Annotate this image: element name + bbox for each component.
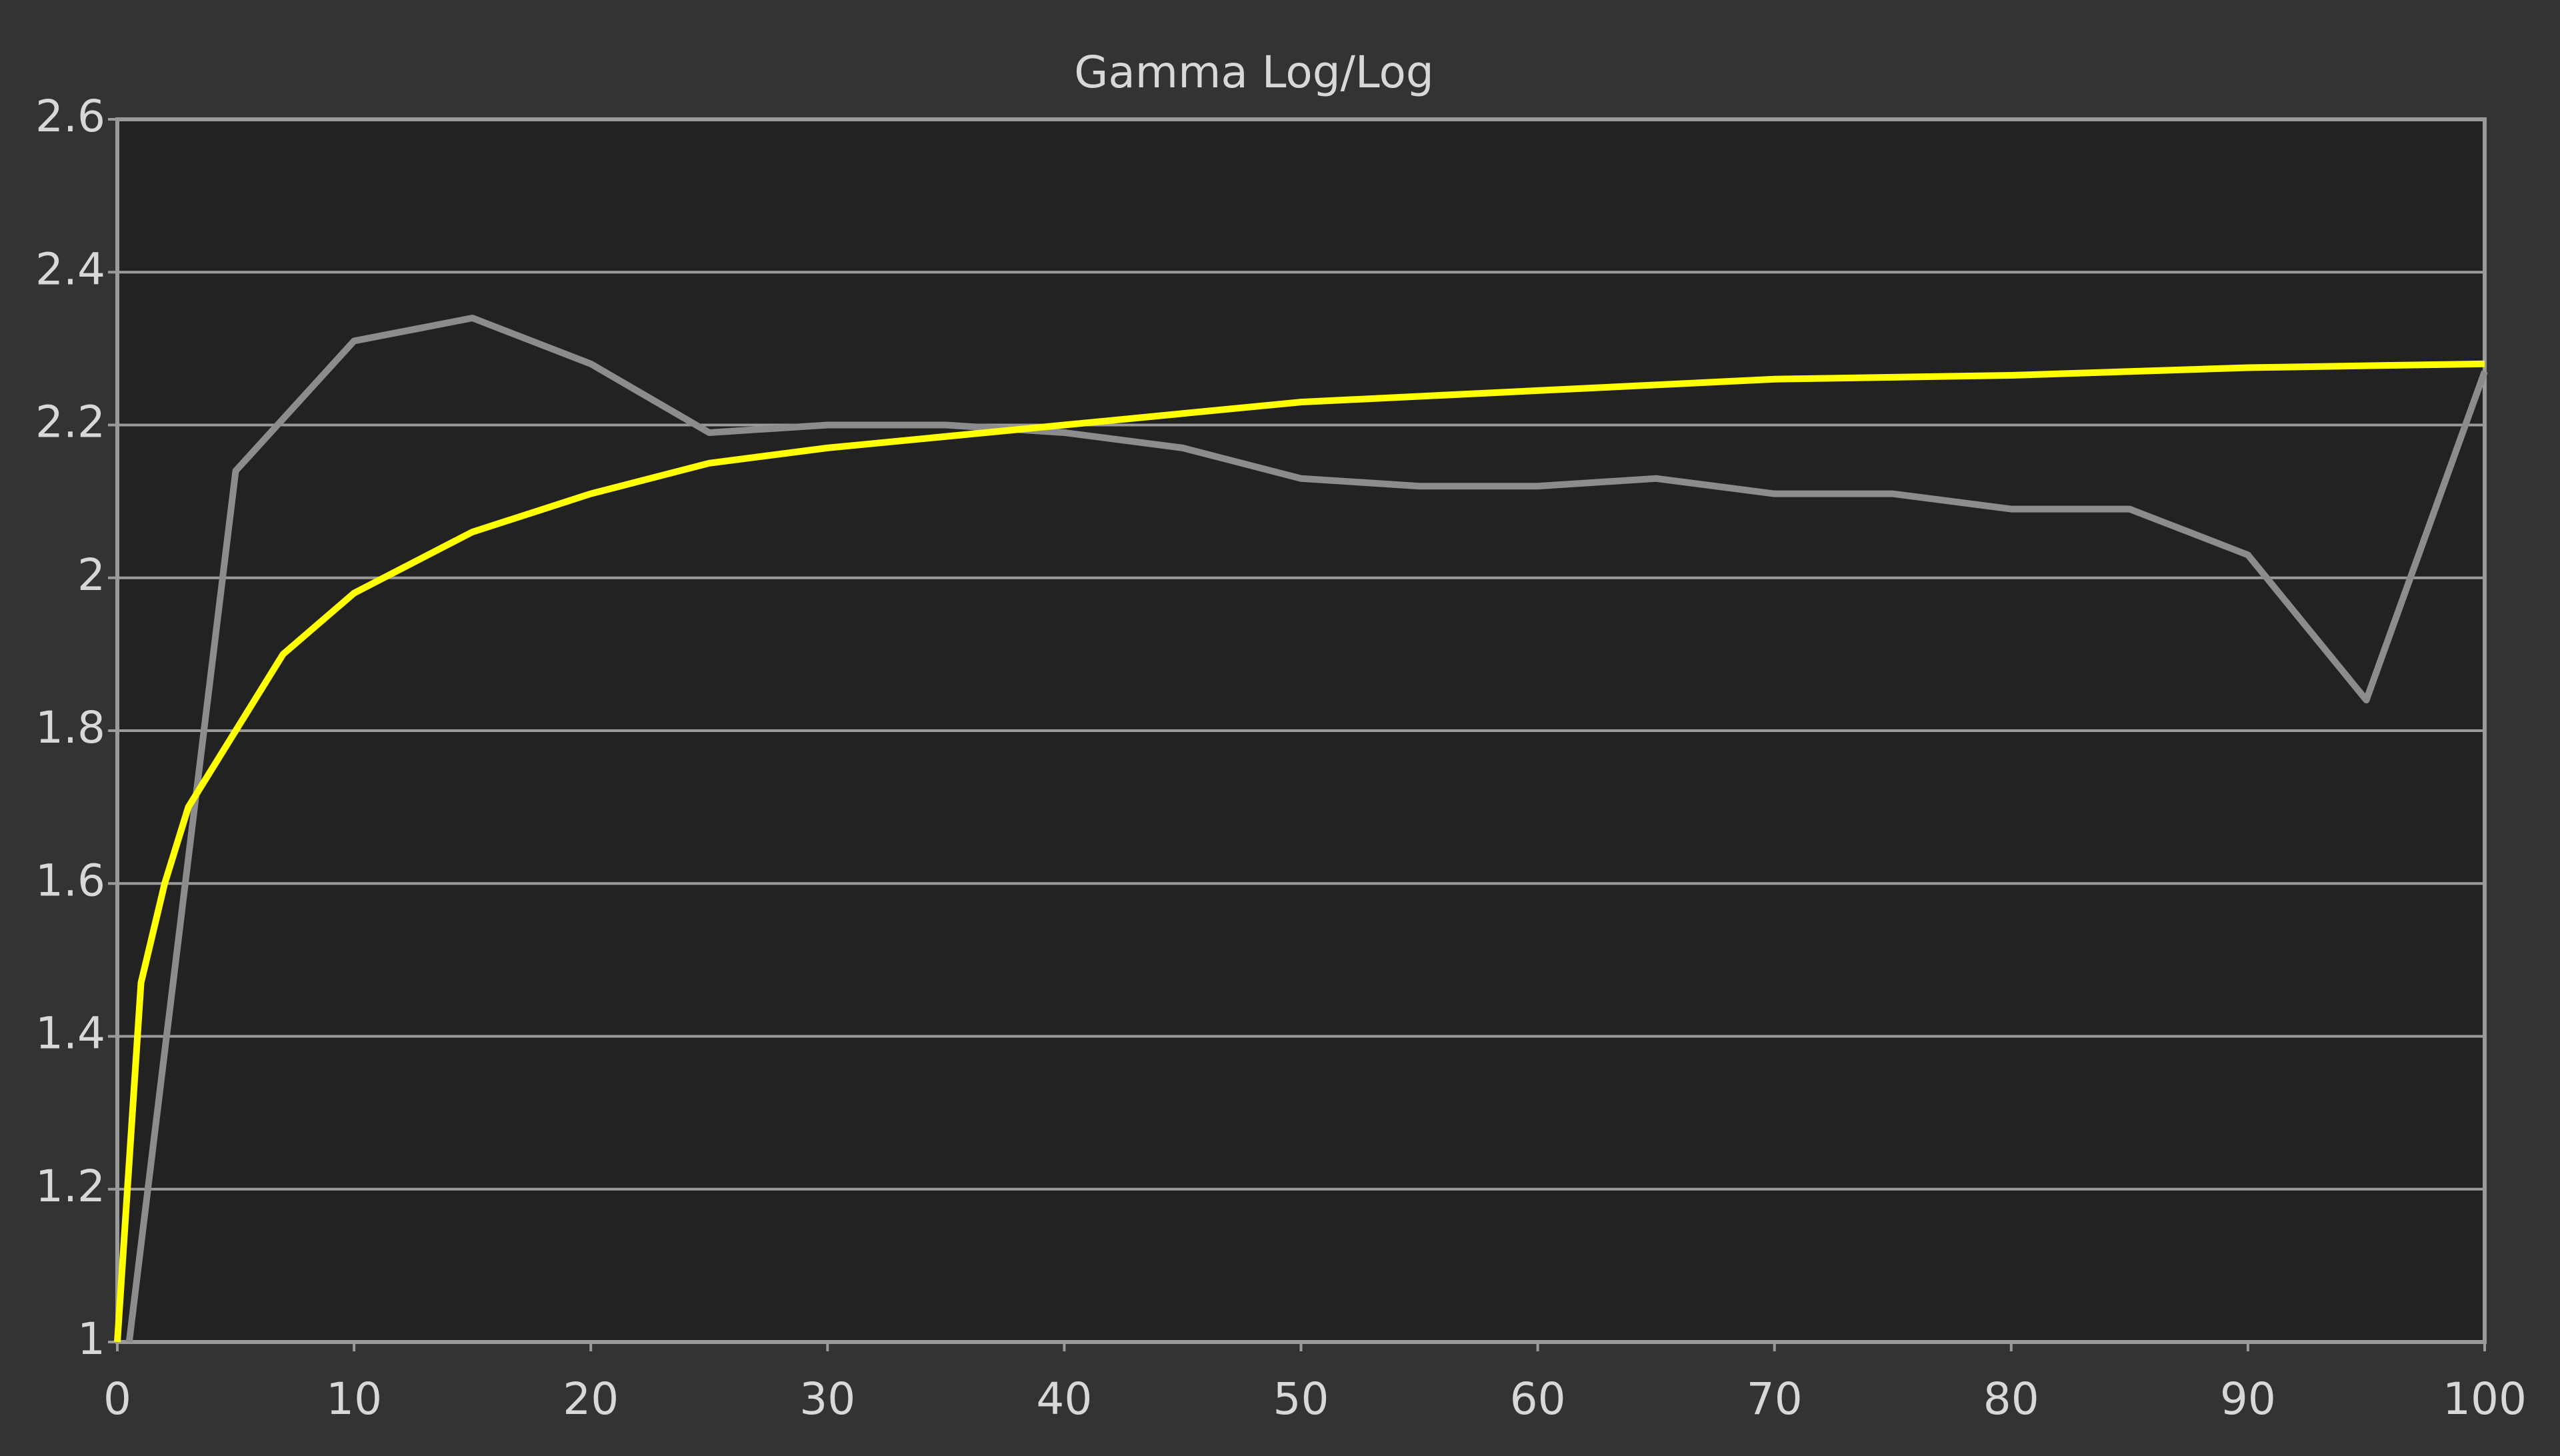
- x-tick-label: 40: [1036, 1373, 1092, 1425]
- plot-border: [115, 117, 2487, 1344]
- y-tick-label: 1.6: [35, 855, 105, 906]
- series-line: [125, 315, 2488, 1343]
- series-line: [114, 360, 2485, 1343]
- y-tick-label: 1.4: [35, 1008, 105, 1059]
- x-tick-label: 20: [563, 1373, 619, 1425]
- x-tick-label: 50: [1273, 1373, 1329, 1425]
- x-tick-label: 70: [1747, 1373, 1803, 1425]
- x-tick-label: 10: [326, 1373, 382, 1425]
- x-tick-label: 30: [799, 1373, 855, 1425]
- y-tick-label: 2.6: [35, 91, 105, 142]
- x-tick-label: 100: [2443, 1373, 2527, 1425]
- y-tick-label: 2.4: [35, 243, 105, 295]
- y-tick-label: 2: [77, 549, 105, 601]
- y-tick-label: 2.2: [35, 397, 105, 448]
- x-tick-label: 80: [1983, 1373, 2039, 1425]
- x-tick-label: 0: [103, 1373, 131, 1425]
- y-tick-label: 1.2: [35, 1161, 105, 1212]
- y-tick-label: 1: [77, 1313, 105, 1365]
- chart-title: Gamma Log/Log: [1074, 47, 1434, 98]
- x-tick-label: 90: [2220, 1373, 2276, 1425]
- x-tick-label: 60: [1510, 1373, 1566, 1425]
- y-tick-label: 1.8: [35, 702, 105, 753]
